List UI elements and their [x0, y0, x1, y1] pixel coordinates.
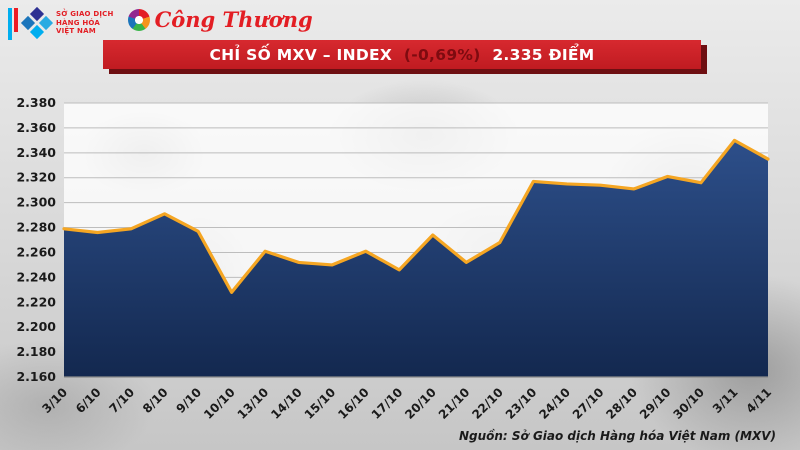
svg-text:21/10: 21/10 — [436, 385, 473, 422]
svg-text:29/10: 29/10 — [637, 385, 674, 422]
chart-title-prefix: CHỈ SỐ MXV – INDEX — [209, 45, 393, 64]
svg-text:14/10: 14/10 — [268, 385, 305, 422]
svg-text:6/10: 6/10 — [73, 385, 104, 416]
svg-text:23/10: 23/10 — [503, 385, 540, 422]
svg-text:2.320: 2.320 — [16, 170, 56, 185]
chart-area: 2.160 2.180 2.200 2.220 2.240 2.260 2.280 2.300… — [10, 88, 790, 430]
svg-text:2.240: 2.240 — [16, 269, 56, 284]
mxv-diamond-icon — [20, 6, 54, 40]
svg-text:28/10: 28/10 — [603, 385, 640, 422]
svg-text:22/10: 22/10 — [469, 385, 506, 422]
mxv-logo: SỞ GIAO DỊCH HÀNG HÓA VIỆT NAM — [8, 6, 114, 40]
svg-text:8/10: 8/10 — [140, 385, 171, 416]
svg-text:2.220: 2.220 — [16, 294, 56, 309]
svg-text:30/10: 30/10 — [670, 385, 707, 422]
cong-thuong-logo: Công Thương — [127, 6, 313, 32]
svg-text:3/10: 3/10 — [39, 385, 70, 416]
svg-text:2.360: 2.360 — [16, 120, 56, 135]
svg-text:15/10: 15/10 — [302, 385, 339, 422]
cong-thuong-logo-text: Công Thương — [154, 7, 313, 32]
svg-text:9/10: 9/10 — [174, 385, 205, 416]
svg-text:2.340: 2.340 — [16, 145, 56, 160]
svg-text:27/10: 27/10 — [570, 385, 607, 422]
svg-text:3/11: 3/11 — [710, 385, 741, 416]
svg-text:16/10: 16/10 — [335, 385, 372, 422]
mxv-index-area-chart: 2.160 2.180 2.200 2.220 2.240 2.260 2.280 2.300… — [16, 95, 774, 422]
svg-text:10/10: 10/10 — [201, 385, 238, 422]
svg-text:4/11: 4/11 — [743, 385, 774, 416]
mxv-logo-text: SỞ GIAO DỊCH HÀNG HÓA VIỆT NAM — [56, 10, 114, 36]
chart-title-change: (-0,69%) — [403, 45, 481, 64]
svg-text:2.300: 2.300 — [16, 195, 56, 210]
svg-text:17/10: 17/10 — [369, 385, 406, 422]
svg-text:2.180: 2.180 — [16, 344, 56, 359]
svg-text:20/10: 20/10 — [402, 385, 439, 422]
svg-text:2.280: 2.280 — [16, 220, 56, 235]
mxv-logo-bars-icon — [8, 6, 18, 40]
cong-thuong-emblem-icon — [127, 8, 150, 31]
svg-text:7/10: 7/10 — [106, 385, 137, 416]
mxv-logo-text-line3: VIỆT NAM — [56, 27, 96, 36]
chart-title-banner: CHỈ SỐ MXV – INDEX (-0,69%) 2.335 ĐIỂM — [103, 40, 701, 69]
svg-text:2.260: 2.260 — [16, 244, 56, 259]
source-note: Nguồn: Sở Giao dịch Hàng hóa Việt Nam (M… — [458, 429, 776, 443]
mxv-logo-text-line1: SỞ GIAO DỊCH — [56, 9, 114, 18]
chart-title: CHỈ SỐ MXV – INDEX (-0,69%) 2.335 ĐIỂM — [209, 46, 594, 64]
svg-text:2.160: 2.160 — [16, 369, 56, 384]
svg-text:13/10: 13/10 — [235, 385, 272, 422]
header: SỞ GIAO DỊCH HÀNG HÓA VIỆT NAM Công Thươ… — [8, 6, 313, 40]
mxv-logo-text-line2: HÀNG HÓA — [56, 18, 100, 27]
svg-text:2.200: 2.200 — [16, 319, 56, 334]
svg-text:2.380: 2.380 — [16, 95, 56, 110]
svg-text:24/10: 24/10 — [536, 385, 573, 422]
chart-title-value: 2.335 ĐIỂM — [492, 45, 595, 64]
